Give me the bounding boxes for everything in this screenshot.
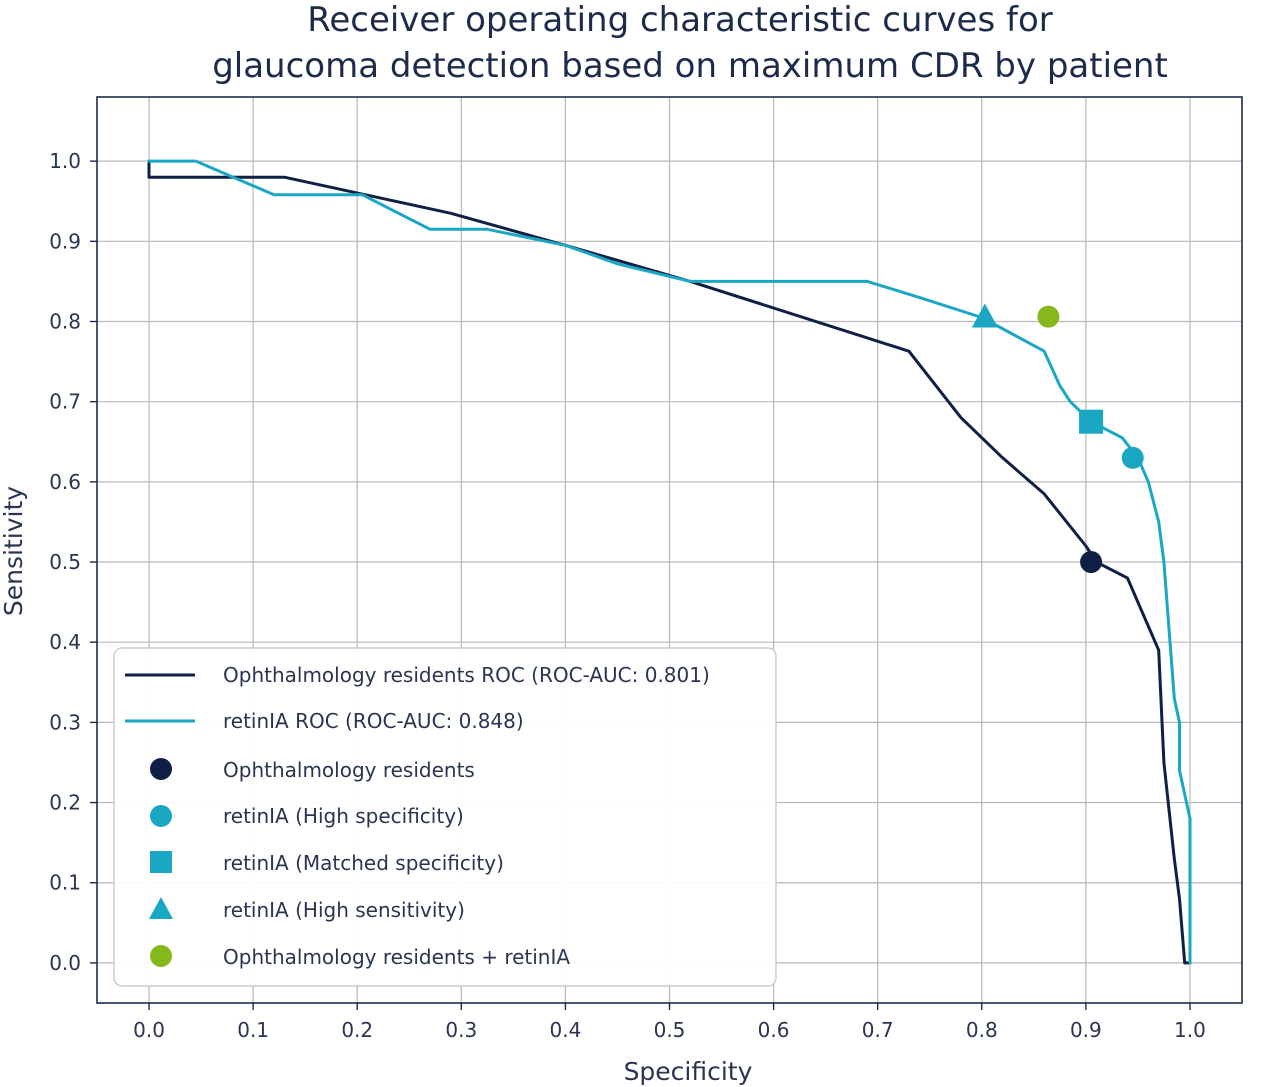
y-tick-label: 0.2 bbox=[49, 791, 81, 815]
x-tick-label: 1.0 bbox=[1174, 1018, 1206, 1042]
y-tick-label: 0.9 bbox=[49, 229, 81, 253]
x-tick-label: 0.9 bbox=[1070, 1018, 1102, 1042]
y-tick-label: 0.0 bbox=[49, 951, 81, 975]
legend-label-high-sensitivity: retinIA (High sensitivity) bbox=[223, 898, 465, 922]
x-tick-label: 0.7 bbox=[862, 1018, 894, 1042]
y-tick-label: 1.0 bbox=[49, 149, 81, 173]
series-marker-5 bbox=[971, 303, 998, 328]
x-axis-ticks: 0.0 0.1 0.2 0.3 0.4 0.5 0.6 0.7 0.8 0.9 1.0 bbox=[133, 1003, 1206, 1042]
legend-swatch-residents-plus-retinia bbox=[150, 945, 172, 967]
series-marker-2 bbox=[1080, 551, 1103, 574]
y-tick-label: 0.7 bbox=[49, 390, 81, 414]
series-marker-3 bbox=[1121, 446, 1144, 469]
legend-label-residents-plus-retinia: Ophthalmology residents + retinIA bbox=[223, 945, 570, 969]
legend-label-high-specificity: retinIA (High specificity) bbox=[223, 804, 464, 828]
x-tick-label: 0.5 bbox=[654, 1018, 686, 1042]
x-tick-label: 0.1 bbox=[237, 1018, 269, 1042]
x-axis-label: Specificity bbox=[624, 1057, 753, 1086]
legend-box bbox=[113, 647, 777, 987]
legend-swatch-high-specificity bbox=[150, 805, 172, 827]
x-tick-label: 0.2 bbox=[341, 1018, 373, 1042]
y-axis-label: Sensitivity bbox=[0, 486, 28, 616]
legend-swatch-high-sensitivity bbox=[149, 897, 173, 919]
legend-label-residents-roc: Ophthalmology residents ROC (ROC-AUC: 0.… bbox=[223, 663, 710, 687]
series-markers bbox=[971, 303, 1144, 574]
y-tick-label: 0.1 bbox=[49, 871, 81, 895]
chart-title-line-1: Receiver operating characteristic curves… bbox=[307, 0, 1053, 40]
y-tick-label: 0.8 bbox=[49, 309, 81, 333]
series-line-0 bbox=[147, 159, 1192, 965]
legend-label-residents: Ophthalmology residents bbox=[223, 758, 475, 782]
x-tick-label: 0.0 bbox=[133, 1018, 165, 1042]
legend-label-retinia-roc: retinIA ROC (ROC-AUC: 0.848) bbox=[223, 709, 524, 733]
x-tick-label: 0.6 bbox=[758, 1018, 790, 1042]
y-tick-label: 0.5 bbox=[49, 550, 81, 574]
chart-title-line-2: glaucoma detection based on maximum CDR … bbox=[212, 46, 1168, 86]
y-tick-label: 0.6 bbox=[49, 470, 81, 494]
x-tick-label: 0.4 bbox=[550, 1018, 582, 1042]
legend-swatch-residents bbox=[150, 758, 172, 780]
series-marker-6 bbox=[1037, 305, 1060, 328]
series-lines bbox=[147, 159, 1192, 965]
legend: Ophthalmology residents ROC (ROC-AUC: 0.… bbox=[113, 647, 777, 987]
legend-label-matched-specificity: retinIA (Matched specificity) bbox=[223, 851, 504, 875]
x-tick-label: 0.8 bbox=[966, 1018, 998, 1042]
series-marker-4 bbox=[1079, 409, 1104, 434]
legend-swatch-matched-specificity bbox=[150, 851, 172, 873]
x-tick-label: 0.3 bbox=[445, 1018, 477, 1042]
y-tick-label: 0.4 bbox=[49, 630, 81, 654]
y-axis-ticks: 0.0 0.1 0.2 0.3 0.4 0.5 0.6 0.7 0.8 0.9 1.0 bbox=[49, 149, 97, 975]
series-line-1 bbox=[147, 159, 1192, 965]
y-tick-label: 0.3 bbox=[49, 710, 81, 734]
